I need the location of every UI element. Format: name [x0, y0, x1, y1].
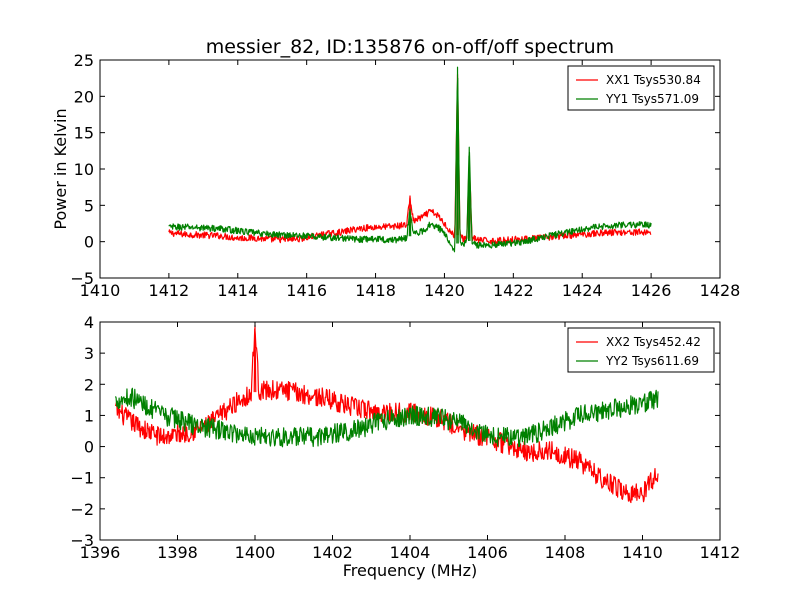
series-line-top-0: [168, 87, 652, 245]
y-tick-label: −3: [70, 531, 94, 550]
x-tick-label: 1398: [157, 543, 198, 562]
x-tick-label: 1420: [424, 281, 465, 300]
x-tick-label: 1424: [562, 281, 603, 300]
top-series-layer: [168, 66, 652, 253]
bottom-legend: XX2 Tsys452.42 YY2 Tsys611.69: [567, 327, 715, 373]
series-spike-top-1-15: [408, 208, 412, 237]
x-tick-label: 1426: [631, 281, 672, 300]
bottom-ticks-layer: 1396 1398 1400 1402 1404 1406 1408 1410 1412−3−2…: [70, 313, 740, 562]
x-tick-label: 1410: [80, 281, 121, 300]
y-tick-label: 20: [74, 87, 94, 106]
x-tick-label: 1400: [235, 543, 276, 562]
series-line-bottom-0: [114, 328, 659, 504]
bottom-spectrum-panel: Frequency (MHz) 1396 1398 1400 1402 1404 1406…: [70, 313, 740, 580]
x-tick-label: 1428: [700, 281, 741, 300]
x-tick-label: 1406: [467, 543, 508, 562]
y-tick-label: −5: [70, 269, 94, 288]
y-tick-label: 0: [84, 438, 94, 457]
legend-entry-label: YY2 Tsys611.69: [605, 354, 699, 368]
legend-box: [567, 327, 715, 373]
y-tick-label: 25: [74, 51, 94, 70]
y-tick-label: 4: [84, 313, 94, 332]
x-tick-label: 1412: [700, 543, 741, 562]
top-axes-frame: [99, 59, 721, 279]
x-tick-label: 1416: [286, 281, 327, 300]
y-tick-label: 10: [74, 160, 94, 179]
y-tick-label: 1: [84, 406, 94, 425]
x-tick-label: 1408: [545, 543, 586, 562]
x-axis-label: Frequency (MHz): [343, 561, 477, 580]
x-tick-label: 1410: [622, 543, 663, 562]
series-line-top-1: [168, 77, 652, 253]
legend-box: [567, 65, 715, 111]
x-tick-label: 1404: [390, 543, 431, 562]
x-tick-label: 1414: [217, 281, 258, 300]
bottom-axes-frame: [99, 321, 721, 541]
legend-entry-label: YY1 Tsys571.09: [605, 92, 699, 106]
top-spectrum-panel: messier_82, ID:135876 on-off/off spectru…: [51, 36, 740, 300]
y-tick-label: 2: [84, 375, 94, 394]
series-spike-top-1-23: [456, 66, 459, 244]
y-tick-label: −2: [70, 500, 94, 519]
x-tick-label: 1418: [355, 281, 396, 300]
x-tick-label: 1412: [149, 281, 190, 300]
top-ticks-layer: 1410 1412 1414 1416 1418 1420 1422 1424 1426 1428…: [70, 51, 740, 300]
y-tick-label: −1: [70, 469, 94, 488]
y-tick-label: 15: [74, 124, 94, 143]
y-axis-label: Power in Kelvin: [51, 108, 70, 229]
legend-entry-label: XX1 Tsys530.84: [606, 73, 701, 87]
series-line-bottom-1: [114, 387, 659, 448]
y-tick-label: 0: [84, 233, 94, 252]
y-tick-label: 3: [84, 344, 94, 363]
legend-entry-label: XX2 Tsys452.42: [606, 335, 701, 349]
y-tick-label: 5: [84, 196, 94, 215]
x-tick-label: 1422: [493, 281, 534, 300]
x-tick-label: 1402: [312, 543, 353, 562]
series-spike-top-1-27: [467, 146, 471, 241]
x-tick-label: 1396: [80, 543, 121, 562]
chart-title: messier_82, ID:135876 on-off/off spectru…: [206, 36, 614, 58]
top-legend: XX1 Tsys530.84 YY1 Tsys571.09: [567, 65, 715, 111]
